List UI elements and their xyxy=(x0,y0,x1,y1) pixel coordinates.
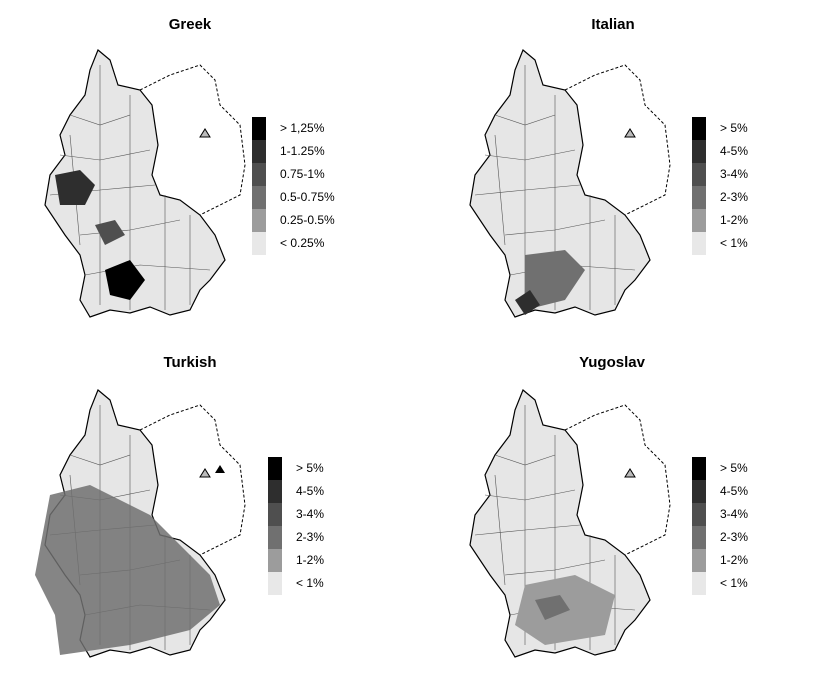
legend-swatch xyxy=(692,232,706,255)
legend-label: 0.75-1% xyxy=(280,167,325,181)
legend-swatch xyxy=(692,186,706,209)
legend-swatch xyxy=(692,480,706,503)
legend-swatch xyxy=(268,549,282,572)
legend-swatch xyxy=(692,163,706,186)
map-title: Italian xyxy=(591,16,634,33)
legend-swatch xyxy=(252,117,266,140)
map-yugoslav xyxy=(470,390,670,657)
legend-label: > 5% xyxy=(296,461,324,475)
legend-label: 4-5% xyxy=(296,484,324,498)
legend-label: < 1% xyxy=(720,576,748,590)
legend-swatch xyxy=(692,549,706,572)
map-title: Yugoslav xyxy=(579,354,646,371)
legend-swatch xyxy=(692,457,706,480)
legend-label: 2-3% xyxy=(720,530,748,544)
legend-label: 1-1.25% xyxy=(280,144,325,158)
legend-label: < 0.25% xyxy=(280,236,325,250)
legend-swatch xyxy=(692,503,706,526)
legend-label: > 5% xyxy=(720,121,748,135)
legend-swatch xyxy=(692,117,706,140)
legend-swatch xyxy=(268,572,282,595)
legend-swatch xyxy=(268,526,282,549)
legend-label: < 1% xyxy=(296,576,324,590)
legend-swatch xyxy=(252,209,266,232)
map-turkish xyxy=(35,390,245,657)
legend-label: 0.25-0.5% xyxy=(280,213,335,227)
legend-swatch xyxy=(252,163,266,186)
legend-label: 2-3% xyxy=(296,530,324,544)
legend-label: > 1,25% xyxy=(280,121,325,135)
legend-swatch xyxy=(692,526,706,549)
legend-label: 3-4% xyxy=(720,507,748,521)
legend-swatch xyxy=(252,140,266,163)
legend-swatch xyxy=(252,232,266,255)
legend-swatch xyxy=(692,209,706,232)
legend-label: 2-3% xyxy=(720,190,748,204)
map-greek xyxy=(45,50,245,317)
legend-label: 4-5% xyxy=(720,144,748,158)
legend-label: > 5% xyxy=(720,461,748,475)
legend-swatch xyxy=(252,186,266,209)
map-italian xyxy=(470,50,670,317)
legend-label: 1-2% xyxy=(296,553,324,567)
map-title: Greek xyxy=(169,16,212,33)
legend-label: 4-5% xyxy=(720,484,748,498)
legend-label: 1-2% xyxy=(720,553,748,567)
legend-swatch xyxy=(268,503,282,526)
legend-swatch xyxy=(692,140,706,163)
legend-label: 3-4% xyxy=(296,507,324,521)
legend-label: 0.5-0.75% xyxy=(280,190,335,204)
map-title: Turkish xyxy=(163,354,216,371)
legend-label: 1-2% xyxy=(720,213,748,227)
legend-swatch xyxy=(692,572,706,595)
legend-swatch xyxy=(268,480,282,503)
legend-label: 3-4% xyxy=(720,167,748,181)
legend-label: < 1% xyxy=(720,236,748,250)
legend-swatch xyxy=(268,457,282,480)
